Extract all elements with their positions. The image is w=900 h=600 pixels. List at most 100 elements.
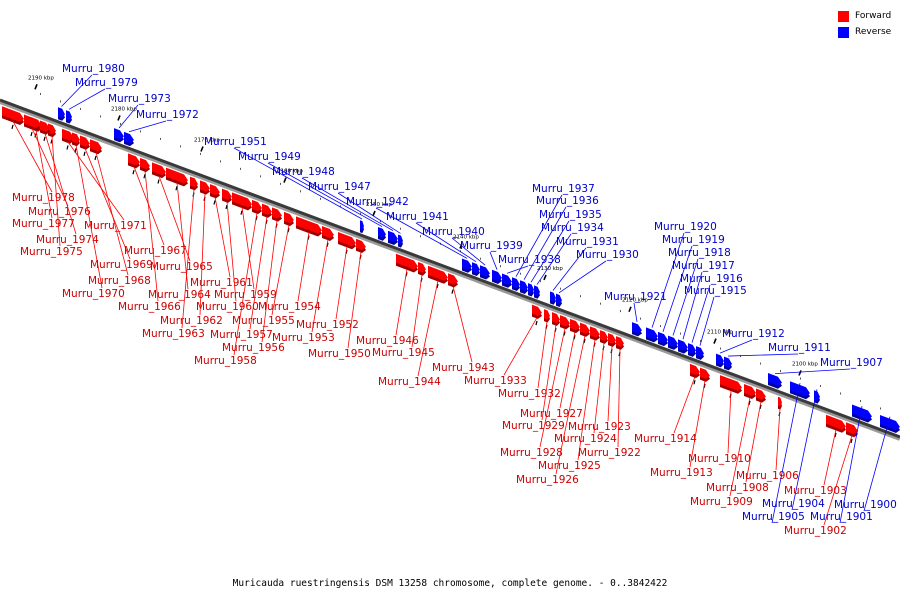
gene-arrow bbox=[48, 123, 56, 135]
gene-marker bbox=[563, 331, 566, 336]
gene-murru-1980[interactable]: Murru_1980 bbox=[58, 63, 125, 121]
gene-murru-1931[interactable]: Murru_1931 bbox=[550, 236, 619, 305]
gene-murru-1939[interactable]: Murru_1939 bbox=[460, 240, 523, 284]
leader-line bbox=[297, 232, 310, 302]
gene-murru-1949[interactable]: Murru_1949 bbox=[238, 151, 386, 241]
gene-label: Murru_1940 bbox=[422, 226, 485, 238]
gene-arrow bbox=[378, 227, 386, 238]
gene-murru-1976[interactable]: Murru_1976 bbox=[24, 114, 91, 218]
gene-murru-1967[interactable]: Murru_1967 bbox=[124, 153, 187, 257]
gene-murru-1911[interactable]: Murru_1911 bbox=[724, 342, 831, 371]
gene-murru-1958[interactable]: Murru_1958 bbox=[194, 199, 262, 367]
gene-murru-1909[interactable]: Murru_1909 bbox=[690, 384, 756, 508]
gene-murru-1957[interactable]: Murru_1957 bbox=[210, 203, 273, 341]
gene-murru-1947[interactable]: Murru_1947 bbox=[308, 181, 403, 248]
gene-murru-1975[interactable]: Murru_1975 bbox=[20, 123, 83, 258]
tick-label: 2190 kbp bbox=[28, 75, 54, 81]
gene-murru-1920[interactable]: Murru_1920 bbox=[646, 221, 717, 343]
leader-line bbox=[347, 251, 362, 349]
gene-murru-1903[interactable]: Murru_1903 bbox=[784, 414, 847, 497]
leader-line bbox=[555, 335, 586, 475]
gene-murru-1972[interactable]: Murru_1972 bbox=[124, 109, 199, 147]
gene-arrow bbox=[552, 312, 560, 323]
gene-label: Murru_1936 bbox=[536, 195, 599, 207]
gene-murru-1929[interactable]: Murru_1929 bbox=[502, 312, 565, 432]
gene-murru-1914[interactable]: Murru_1914 bbox=[634, 363, 700, 445]
gene-murru-1945[interactable]: Murru_1945 bbox=[372, 261, 435, 359]
gene-murru-1965[interactable]: Murru_1965 bbox=[150, 162, 213, 273]
gene-murru-1954[interactable]: Murru_1954 bbox=[258, 216, 322, 313]
gene-murru-1968[interactable]: Murru_1968 bbox=[88, 139, 151, 287]
gene-murru-1969[interactable]: Murru_1969 bbox=[80, 135, 153, 271]
gene-murru-1941[interactable]: Murru_1941 bbox=[386, 211, 480, 277]
gene-murru-1915[interactable]: Murru_1915 bbox=[684, 285, 747, 360]
gene-murru-1927[interactable]: Murru_1927 bbox=[520, 318, 583, 420]
gene-murru-1923[interactable]: Murru_1923 bbox=[568, 333, 631, 433]
gene-murru-1912[interactable]: Murru_1912 bbox=[716, 328, 785, 368]
gene-murru-1960[interactable]: Murru_1960 bbox=[196, 188, 259, 313]
gene-murru-1943[interactable]: Murru_1943 bbox=[432, 273, 495, 374]
gene-murru-1910[interactable]: Murru_1910 bbox=[688, 375, 751, 465]
gene-murru-1944[interactable]: Murru_1944 bbox=[378, 265, 448, 388]
gene-murru-1921[interactable]: Murru_1921 bbox=[604, 291, 667, 337]
gene-murru-1950[interactable]: Murru_1950 bbox=[308, 238, 371, 360]
gene-murru-1966[interactable]: Murru_1966 bbox=[118, 157, 181, 313]
gene-arrow bbox=[690, 363, 700, 376]
gene-murru-1907[interactable]: Murru_1907 bbox=[768, 357, 883, 389]
gene-murru-1901[interactable]: Murru_1901 bbox=[810, 404, 873, 524]
gene-murru-1902[interactable]: Murru_1902 bbox=[784, 422, 858, 537]
gene-murru-1964[interactable]: Murru_1964 bbox=[148, 167, 211, 301]
gene-murru-1905[interactable]: Murru_1905 bbox=[742, 381, 810, 524]
gene-murru-1974[interactable]: Murru_1974 bbox=[36, 120, 99, 246]
gene-murru-1916[interactable]: Murru_1916 bbox=[680, 273, 743, 357]
gene-murru-1948[interactable]: Murru_1948 bbox=[272, 166, 398, 246]
minor-tick bbox=[240, 167, 241, 170]
gene-marker bbox=[451, 289, 454, 294]
gene-murru-1953[interactable]: Murru_1953 bbox=[272, 226, 335, 344]
leader-line bbox=[214, 196, 231, 278]
gene-murru-1924[interactable]: Murru_1924 bbox=[554, 330, 617, 445]
gene-murru-1942[interactable]: Murru_1942 bbox=[346, 196, 472, 273]
gene-murru-1961[interactable]: Murru_1961 bbox=[190, 184, 253, 289]
gene-murru-1973[interactable]: Murru_1973 bbox=[108, 93, 171, 143]
gene-murru-1926[interactable]: Murru_1926 bbox=[516, 322, 590, 486]
gene-murru-1956[interactable]: Murru_1956 bbox=[222, 207, 285, 354]
gene-murru-1946[interactable]: Murru_1946 bbox=[356, 253, 419, 347]
gene-murru-1934[interactable]: Murru_1934 bbox=[534, 222, 604, 299]
gene-murru-1904[interactable]: Murru_1904 bbox=[762, 389, 825, 511]
gene-murru-1951[interactable]: Murru_1951 bbox=[204, 136, 364, 234]
gene-murru-1970[interactable]: Murru_1970 bbox=[62, 132, 125, 300]
gene-murru-1900[interactable]: Murru_1900 bbox=[834, 414, 900, 512]
gene-murru-1937[interactable]: Murru_1937 bbox=[512, 183, 595, 291]
leader-line bbox=[133, 166, 165, 246]
tick-label: 2100 kbp bbox=[792, 361, 818, 367]
gene-murru-1908[interactable]: Murru_1908 bbox=[706, 388, 769, 494]
gene-label: Murru_1954 bbox=[258, 301, 321, 313]
gene-murru-1935[interactable]: Murru_1935 bbox=[528, 209, 602, 297]
gene-murru-1955[interactable]: Murru_1955 bbox=[232, 211, 295, 327]
gene-marker bbox=[240, 210, 243, 215]
gene-murru-1930[interactable]: Murru_1930 bbox=[556, 249, 639, 308]
gene-murru-1906[interactable]: Murru_1906 bbox=[736, 396, 799, 482]
gene-murru-1979[interactable]: Murru_1979 bbox=[66, 77, 138, 124]
gene-murru-1913[interactable]: Murru_1913 bbox=[650, 367, 713, 479]
gene-murru-1959[interactable]: Murru_1959 bbox=[214, 192, 277, 301]
gene-murru-1925[interactable]: Murru_1925 bbox=[538, 326, 601, 472]
gene-arrow bbox=[528, 283, 534, 294]
gene-murru-1936[interactable]: Murru_1936 bbox=[520, 195, 599, 294]
leader-line bbox=[719, 339, 753, 354]
gene-murru-1952[interactable]: Murru_1952 bbox=[296, 232, 359, 331]
leader-line bbox=[577, 339, 596, 461]
gene-murru-1928[interactable]: Murru_1928 bbox=[500, 315, 570, 459]
gene-murru-1933[interactable]: Murru_1933 bbox=[464, 304, 542, 387]
gene-murru-1922[interactable]: Murru_1922 bbox=[578, 336, 641, 459]
tick-label: 2110 kbp bbox=[707, 330, 733, 336]
gene-murru-1940[interactable]: Murru_1940 bbox=[422, 226, 490, 280]
gene-murru-1918[interactable]: Murru_1918 bbox=[668, 247, 731, 350]
gene-arrow bbox=[590, 326, 600, 338]
gene-murru-1963[interactable]: Murru_1963 bbox=[142, 176, 205, 340]
gene-murru-1938[interactable]: Murru_1938 bbox=[498, 254, 561, 288]
gene-murru-1962[interactable]: Murru_1962 bbox=[160, 180, 223, 327]
gene-murru-1917[interactable]: Murru_1917 bbox=[672, 260, 735, 354]
gene-murru-1919[interactable]: Murru_1919 bbox=[658, 234, 725, 347]
